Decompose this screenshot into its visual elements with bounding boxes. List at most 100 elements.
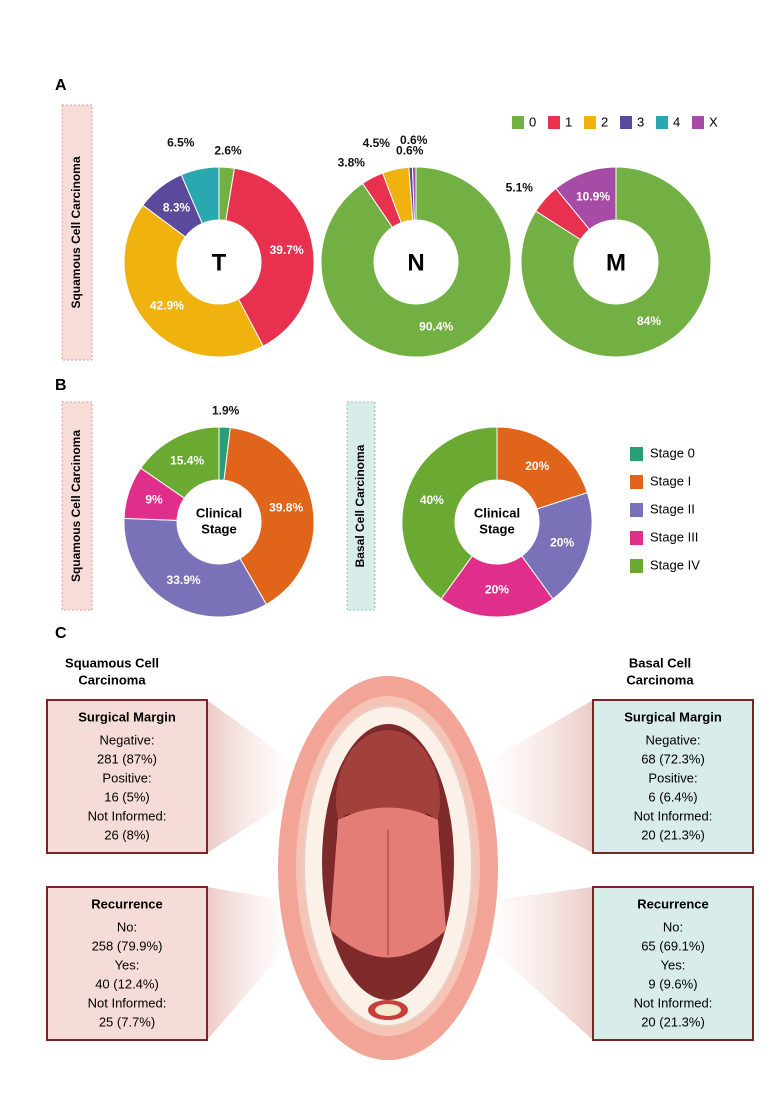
info-box-line: Negative:: [646, 732, 701, 747]
info-box-line: 26 (8%): [104, 827, 150, 842]
side-label-box: [61, 104, 93, 361]
legend-label: 3: [637, 114, 644, 129]
donut-slice: [123, 204, 264, 358]
donut-slice: [180, 166, 220, 225]
donut-slice: [123, 517, 268, 618]
value-label: 9%: [145, 493, 163, 507]
legend-swatch: [630, 531, 643, 545]
legend-swatch: [512, 116, 524, 129]
legend-label: Stage 0: [650, 445, 695, 460]
value-label: 2.6%: [214, 144, 242, 158]
side-label: Squamous Cell Carcinoma: [69, 156, 83, 308]
panel-label: A: [55, 77, 67, 94]
donut-slice: [225, 167, 315, 347]
info-box-line: 40 (12.4%): [95, 976, 159, 991]
info-box-line: 25 (7.7%): [99, 1014, 155, 1029]
info-box-line: 6 (6.4%): [648, 789, 697, 804]
panel-label: B: [55, 377, 67, 394]
center-label: Clinical: [196, 505, 242, 520]
info-box: [592, 886, 754, 1041]
info-box-line: Yes:: [115, 957, 140, 972]
center-label: Clinical: [474, 505, 520, 520]
mouth-illustration: [278, 676, 498, 1060]
legend-swatch: [630, 503, 643, 517]
info-box-line: Negative:: [100, 732, 155, 747]
column-title: Squamous Cell: [65, 655, 159, 670]
value-label: 40%: [420, 493, 444, 507]
info-box-line: Yes:: [661, 957, 686, 972]
value-label: 42.9%: [150, 299, 184, 313]
value-label: 0.6%: [400, 133, 428, 147]
value-label: 20%: [550, 535, 574, 549]
legend-label: X: [709, 114, 718, 129]
pointer-wedge: [207, 887, 285, 1040]
column-title: Carcinoma: [626, 672, 694, 687]
value-label: 6.5%: [167, 136, 195, 150]
info-box-line: 68 (72.3%): [641, 751, 705, 766]
info-box-line: 258 (79.9%): [92, 938, 163, 953]
donut-slice: [140, 426, 220, 499]
value-label: 4.5%: [363, 136, 391, 150]
value-label: 84%: [637, 314, 661, 328]
info-box-line: Not Informed:: [88, 995, 167, 1010]
value-label: 39.7%: [270, 243, 304, 257]
legend-swatch: [692, 116, 704, 129]
value-label: 10.9%: [576, 190, 610, 204]
value-label: 8.3%: [163, 200, 191, 214]
side-label-box: [61, 401, 93, 611]
info-box-line: 20 (21.3%): [641, 1014, 705, 1029]
donut-slice: [520, 492, 593, 600]
info-box-title: Recurrence: [91, 896, 163, 911]
center-label: N: [407, 249, 424, 276]
info-box-line: 16 (5%): [104, 789, 150, 804]
legend-label: Stage I: [650, 473, 691, 488]
center-label: Stage: [479, 521, 514, 536]
column-title: Basal Cell: [629, 655, 691, 670]
info-box-line: No:: [117, 919, 137, 934]
donut-slice: [401, 426, 498, 600]
value-label: 5.1%: [506, 181, 534, 195]
center-label: T: [212, 249, 227, 276]
info-box-line: 20 (21.3%): [641, 827, 705, 842]
donut-slice: [440, 555, 554, 618]
info-box-line: 281 (87%): [97, 751, 157, 766]
value-label: 39.8%: [269, 500, 303, 514]
side-label-box: [346, 401, 376, 611]
legend-swatch: [584, 116, 596, 129]
side-label: Basal Cell Carcinoma: [353, 444, 367, 567]
value-label: 20%: [525, 459, 549, 473]
value-label: 15.4%: [170, 454, 204, 468]
column-title: Carcinoma: [78, 672, 146, 687]
pointer-wedge: [492, 887, 593, 1040]
info-box-title: Surgical Margin: [624, 709, 722, 724]
value-label: 0.6%: [396, 143, 424, 157]
info-box: [46, 699, 208, 854]
donut-slice: [411, 166, 417, 221]
panel-label: C: [55, 625, 67, 642]
side-label: Squamous Cell Carcinoma: [69, 430, 83, 582]
donut-slice: [320, 166, 512, 358]
center-label: M: [606, 249, 626, 276]
legend-swatch: [630, 559, 643, 573]
donut-slice: [520, 166, 712, 358]
legend-label: 1: [565, 114, 572, 129]
info-box-title: Surgical Margin: [78, 709, 176, 724]
pointer-wedge: [207, 700, 290, 853]
value-label: 3.8%: [338, 156, 366, 170]
info-box-line: 9 (9.6%): [648, 976, 697, 991]
info-box-title: Recurrence: [637, 896, 709, 911]
info-box-line: Positive:: [648, 770, 697, 785]
value-label: 1.9%: [212, 403, 240, 417]
legend-label: Stage II: [650, 501, 695, 516]
value-label: 90.4%: [419, 320, 453, 334]
legend-swatch: [656, 116, 668, 129]
legend-label: 4: [673, 114, 680, 129]
value-label: 20%: [485, 583, 509, 597]
info-box: [592, 699, 754, 854]
info-box-line: 65 (69.1%): [641, 938, 705, 953]
info-box-line: No:: [663, 919, 683, 934]
value-label: 33.9%: [167, 573, 201, 587]
donut-slice: [496, 426, 588, 510]
info-box-line: Not Informed:: [634, 995, 713, 1010]
